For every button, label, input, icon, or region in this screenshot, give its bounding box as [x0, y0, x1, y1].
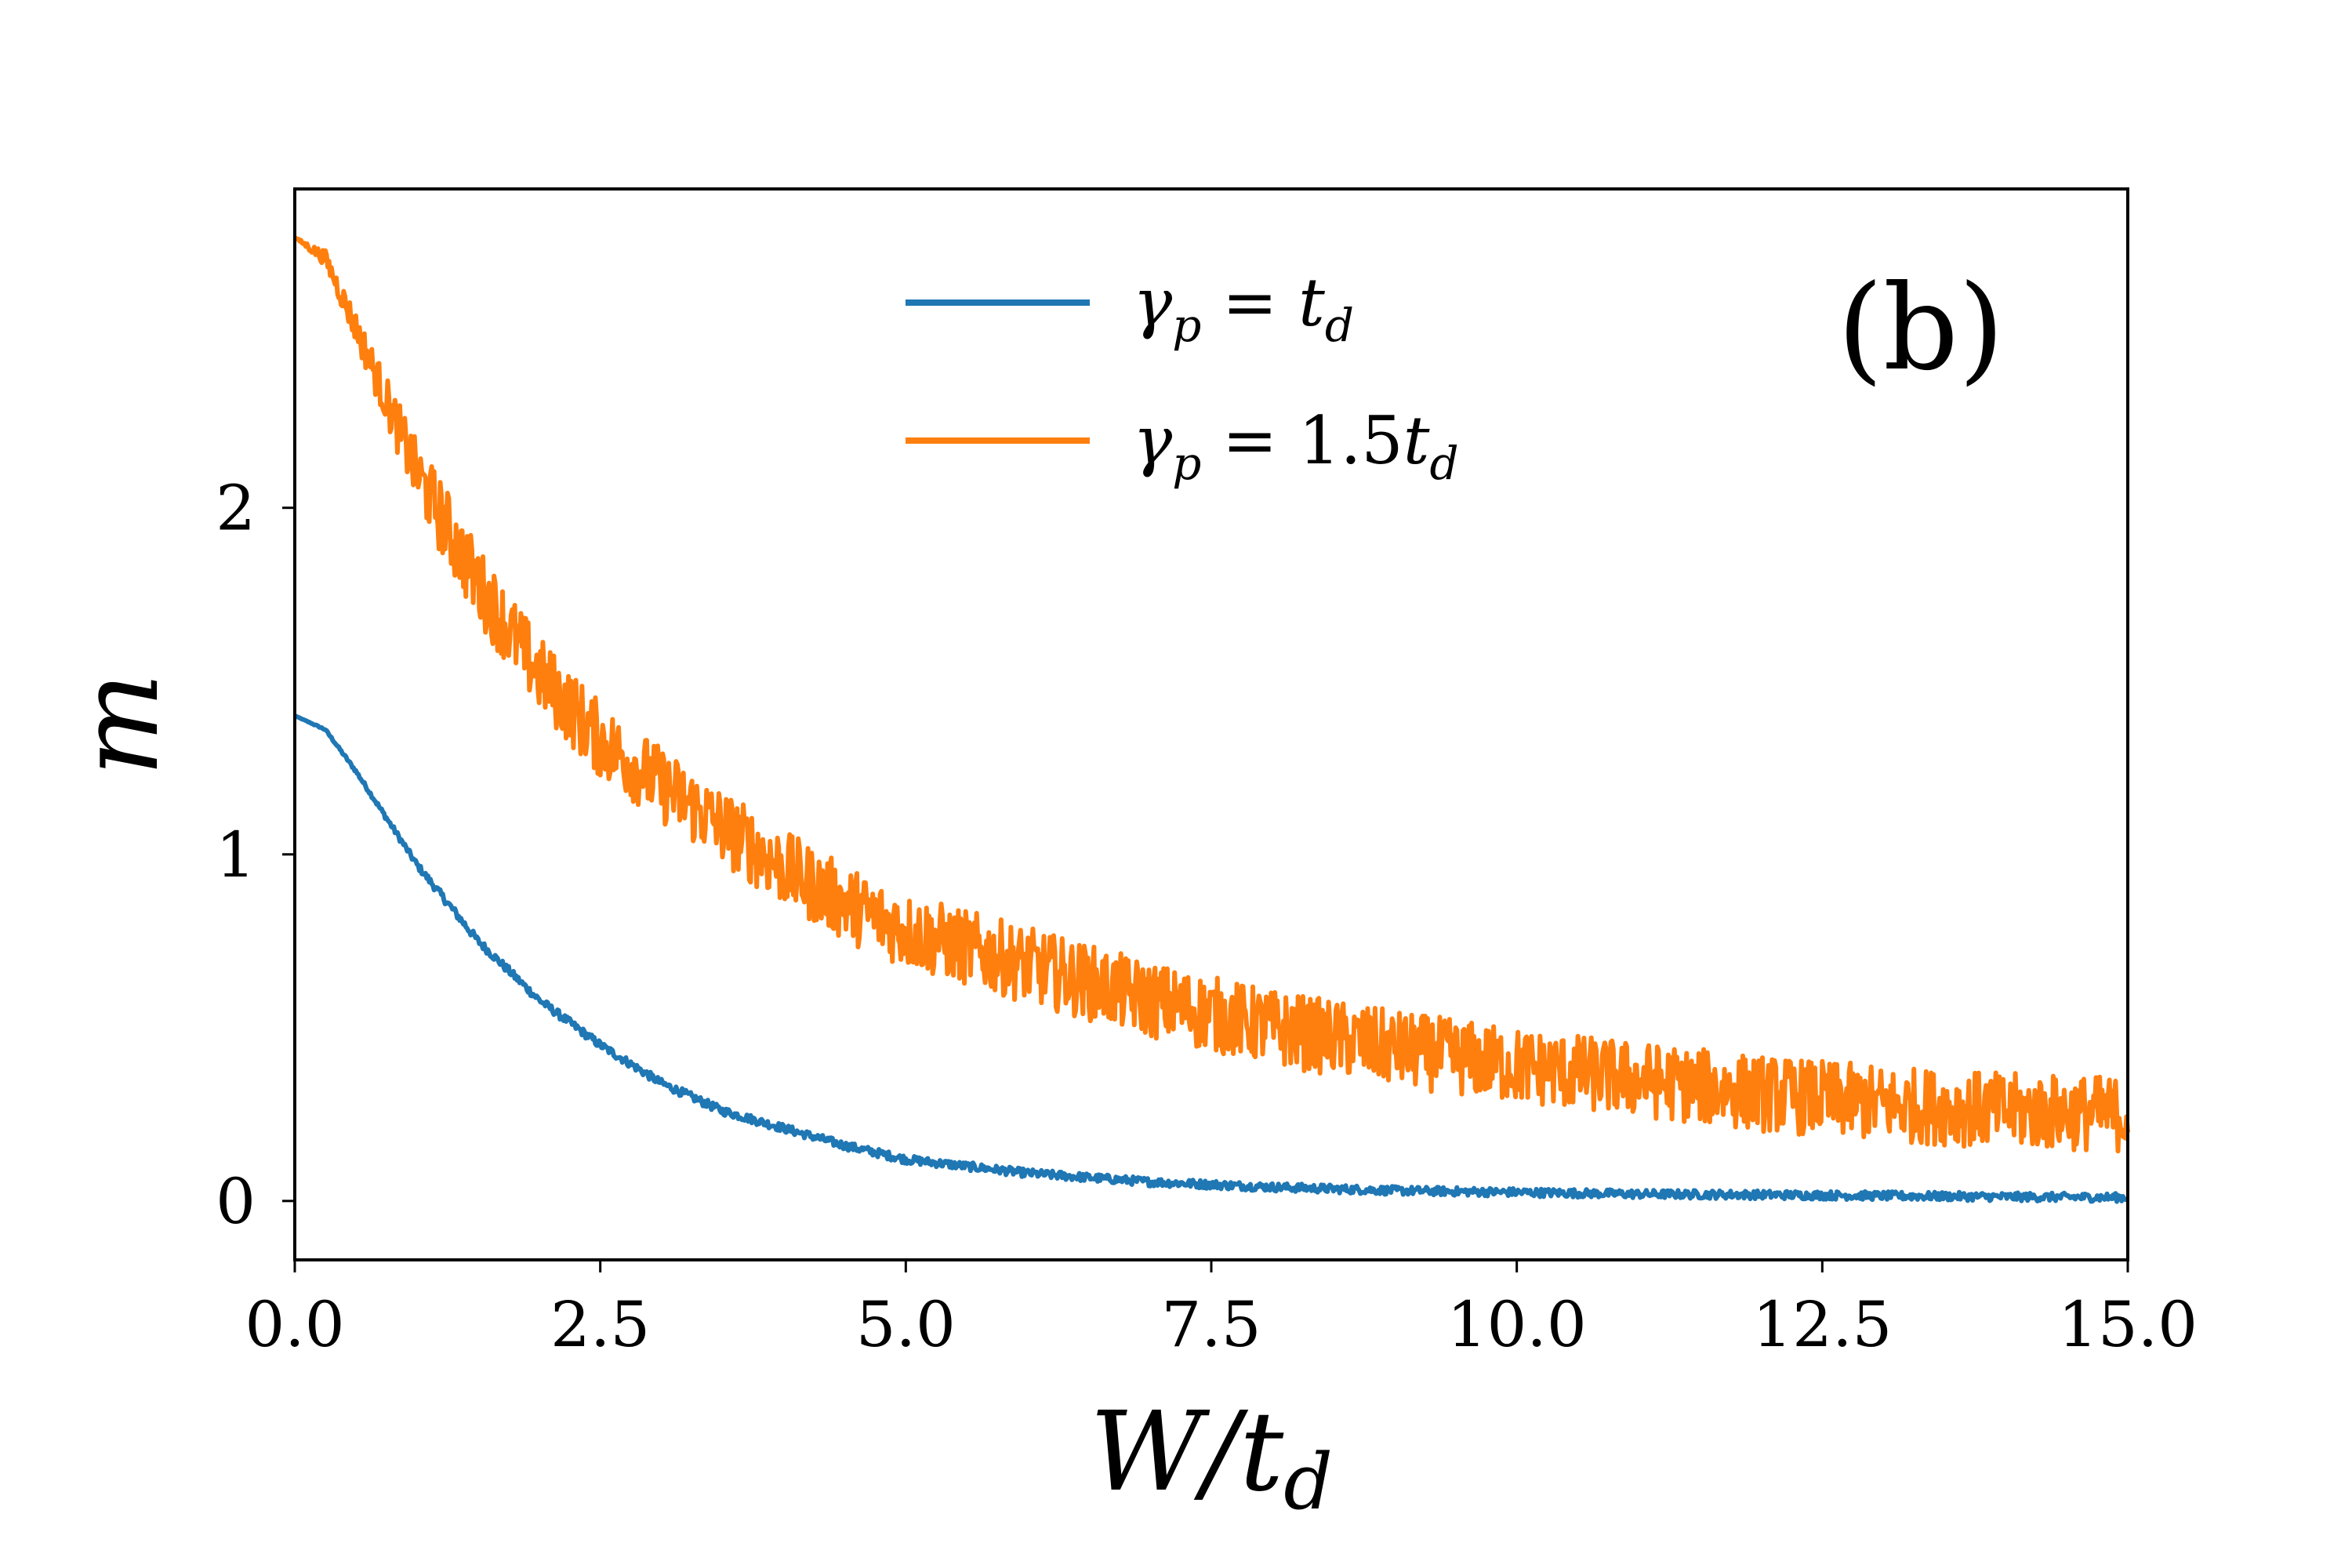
series-line-1 [293, 235, 2130, 1154]
x-tick-label: 0.0 [245, 1288, 344, 1361]
x-tick-label: 10.0 [1447, 1288, 1587, 1361]
legend: γp = td γp = 1.5td [906, 264, 1459, 490]
x-axis-label: W/td [1090, 1388, 1333, 1527]
series-line-0 [293, 713, 2129, 1204]
y-axis-label: m [56, 673, 183, 777]
legend-label-gamma-1p5td: γp = 1.5td [1133, 402, 1459, 490]
x-tick-label: 15.0 [2058, 1288, 2198, 1361]
y-tick-label: 2 [216, 472, 256, 545]
panel-label: (b) [1837, 260, 2004, 397]
x-tick-label: 2.5 [550, 1288, 650, 1361]
x-tick-label: 5.0 [856, 1288, 956, 1361]
y-axis: 0 1 2 [216, 472, 295, 1238]
x-tick-label: 12.5 [1752, 1288, 1892, 1361]
y-tick-label: 0 [216, 1165, 256, 1238]
y-tick-label: 1 [216, 818, 256, 891]
legend-label-gamma-td: γp = td [1133, 264, 1354, 352]
series-layer [293, 235, 2130, 1204]
x-axis: 0.0 2.5 5.0 7.5 10.0 12.5 15.0 [245, 1260, 2198, 1361]
x-tick-label: 7.5 [1161, 1288, 1261, 1361]
